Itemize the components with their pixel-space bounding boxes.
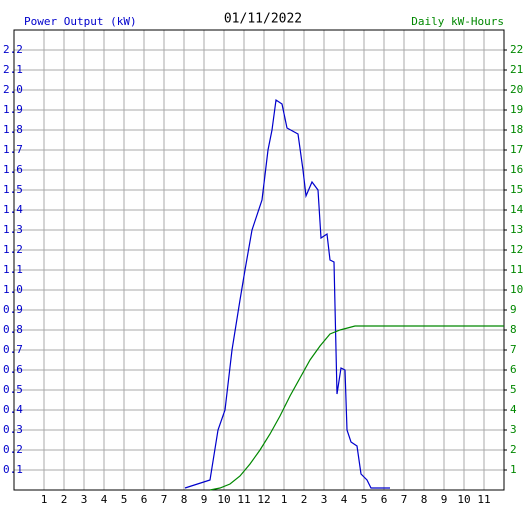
y-tick-label: 2.2 xyxy=(3,43,23,56)
x-tick-label: 11 xyxy=(237,493,250,506)
x-tick-label: 9 xyxy=(201,493,208,506)
data-line xyxy=(209,325,504,491)
x-tick-label: 2 xyxy=(301,493,308,506)
x-tick-label: 10 xyxy=(457,493,470,506)
x-tick-label: 5 xyxy=(361,493,368,506)
x-tick-label: 5 xyxy=(121,493,128,506)
y2-tick-label: 20 xyxy=(510,83,523,96)
y-tick-label: 2.1 xyxy=(3,63,23,76)
x-tick-label: 10 xyxy=(217,493,230,506)
y-tick-label: 1.2 xyxy=(3,243,23,256)
x-tick-label: 1 xyxy=(281,493,288,506)
y2-tick-label: 9 xyxy=(510,303,517,316)
y2-tick-label: 5 xyxy=(510,383,517,396)
y2-tick-label: 1 xyxy=(510,463,517,476)
y2-tick-label: 21 xyxy=(510,63,523,76)
y2-tick-label: 15 xyxy=(510,183,523,196)
y-tick-label: 1.8 xyxy=(3,123,23,136)
y-tick-label: 1.3 xyxy=(3,223,23,236)
y2-tick-label: 2 xyxy=(510,443,517,456)
y-tick-label: 0.4 xyxy=(3,403,23,416)
x-tick-label: 3 xyxy=(321,493,328,506)
y-tick-label: 0.6 xyxy=(3,363,23,376)
y2-tick-label: 12 xyxy=(510,243,523,256)
x-tick-label: 8 xyxy=(421,493,428,506)
x-tick-label: 1 xyxy=(41,493,48,506)
y-tick-label: 1.1 xyxy=(3,263,23,276)
x-tick-label: 7 xyxy=(401,493,408,506)
x-tick-label: 2 xyxy=(61,493,68,506)
plot-border xyxy=(13,29,505,491)
y-axis-label: Power Output (kW) xyxy=(24,15,137,28)
y-tick-label: 0.1 xyxy=(3,463,23,476)
y-tick-label: 0.3 xyxy=(3,423,23,436)
x-tick-label: 4 xyxy=(101,493,108,506)
plot-area xyxy=(14,30,504,490)
y2-tick-label: 4 xyxy=(510,403,517,416)
x-tick-label: 8 xyxy=(181,493,188,506)
y2-tick-label: 7 xyxy=(510,343,517,356)
y2-tick-label: 22 xyxy=(510,43,523,56)
y2-tick-label: 8 xyxy=(510,323,517,336)
y-tick-label: 0.5 xyxy=(3,383,23,396)
y-tick-label: 2.0 xyxy=(3,83,23,96)
y2-axis-label: Daily kW-Hours xyxy=(411,15,504,28)
y2-tick-label: 10 xyxy=(510,283,523,296)
y-tick-label: 1.5 xyxy=(3,183,23,196)
y2-tick-label: 16 xyxy=(510,163,523,176)
x-tick-label: 9 xyxy=(441,493,448,506)
y2-tick-label: 18 xyxy=(510,123,523,136)
y-tick-label: 1.4 xyxy=(3,203,23,216)
y2-tick-label: 19 xyxy=(510,103,523,116)
y-tick-label: 1.0 xyxy=(3,283,23,296)
x-tick-label: 6 xyxy=(381,493,388,506)
chart-title: 01/11/2022 xyxy=(224,12,302,27)
y-tick-label: 0.7 xyxy=(3,343,23,356)
y2-tick-label: 13 xyxy=(510,223,523,236)
x-tick-label: 6 xyxy=(141,493,148,506)
x-tick-label: 11 xyxy=(477,493,490,506)
y-tick-label: 0.2 xyxy=(3,443,23,456)
x-tick-label: 3 xyxy=(81,493,88,506)
y-tick-label: 1.9 xyxy=(3,103,23,116)
x-tick-label: 4 xyxy=(341,493,348,506)
x-tick-label: 7 xyxy=(161,493,168,506)
y2-tick-label: 6 xyxy=(510,363,517,376)
y-tick-label: 0.9 xyxy=(3,303,23,316)
y2-tick-label: 14 xyxy=(510,203,524,216)
y2-tick-label: 17 xyxy=(510,143,523,156)
y2-tick-label: 3 xyxy=(510,423,517,436)
y-tick-label: 1.6 xyxy=(3,163,23,176)
y2-tick-label: 11 xyxy=(510,263,523,276)
y-tick-label: 0.8 xyxy=(3,323,23,336)
x-tick-label: 12 xyxy=(257,493,270,506)
y-tick-label: 1.7 xyxy=(3,143,23,156)
data-line xyxy=(184,98,390,489)
